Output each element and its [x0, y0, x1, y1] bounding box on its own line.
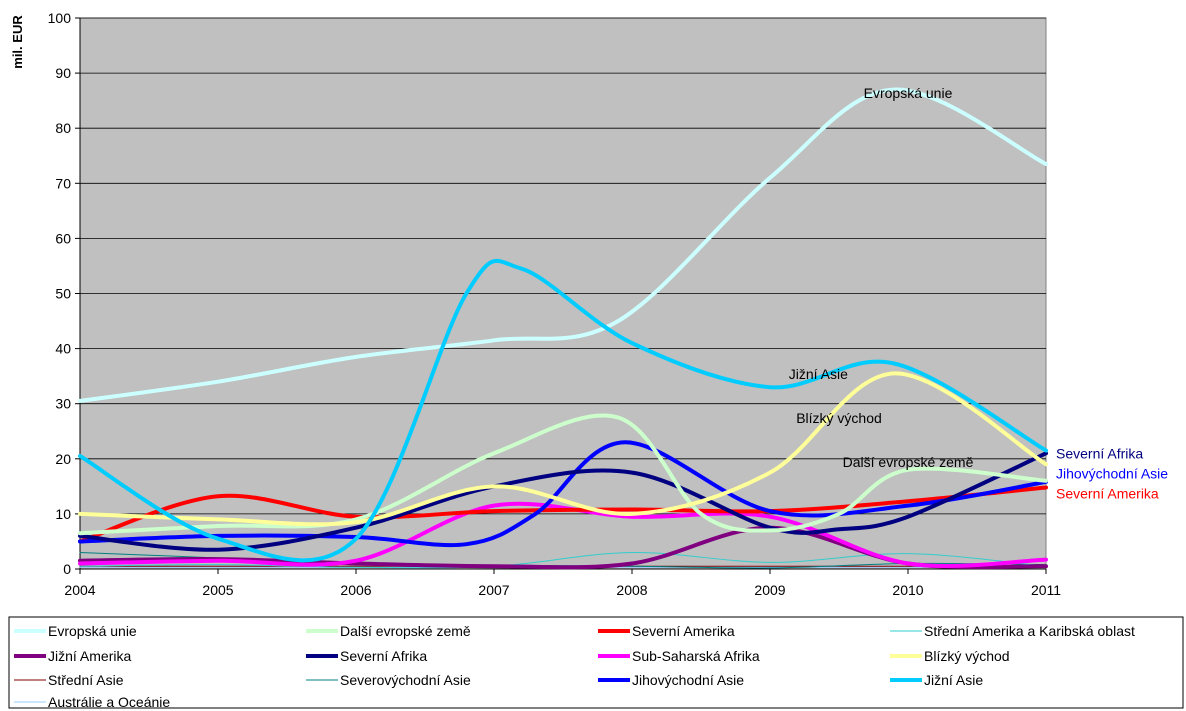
series-line-severni-amerika [78, 485, 1048, 544]
y-tick-label: 90 [55, 65, 71, 81]
x-tick-label: 2008 [616, 582, 647, 598]
legend-item: Severní Amerika [598, 623, 735, 639]
series-line-sub-saharska-afrika [78, 501, 1048, 569]
gridlines [80, 17, 1046, 515]
legend-item: Severovýchodní Asie [306, 672, 471, 688]
legend-item: Sub-Saharská Afrika [598, 648, 760, 664]
legend-item: Evropská unie [14, 623, 137, 639]
y-tick-label: 50 [55, 286, 71, 302]
y-tick-label: 40 [55, 341, 71, 357]
legend-label: Blízký východ [924, 648, 1010, 664]
x-tick-label: 2009 [754, 582, 785, 598]
series-line-jihovychodni-asie [78, 440, 1048, 548]
legend-label: Severovýchodní Asie [340, 672, 471, 688]
series-line-dalsi-evropske-zeme [78, 413, 1048, 536]
series-line-blizky-vychod [78, 371, 1048, 527]
x-tick-label: 2005 [202, 582, 233, 598]
data-annotation: Jižní Asie [789, 366, 848, 382]
series-line-severni-afrika [78, 451, 1048, 552]
y-tick-label: 0 [63, 561, 71, 577]
legend-label: Jižní Asie [924, 672, 983, 688]
legend-label: Severní Afrika [340, 648, 427, 664]
legend-item: Jihovýchodní Asie [598, 672, 744, 688]
legend-label: Další evropské země [340, 623, 471, 639]
legend-label: Evropská unie [48, 623, 137, 639]
data-annotation: Další evropské země [843, 454, 974, 470]
y-axis-title: mil. EUR [10, 15, 25, 69]
end-label: Jihovýchodní Asie [1056, 466, 1168, 482]
legend: Evropská unie Další evropské země Severní … [14, 623, 1135, 710]
end-label: Severní Amerika [1056, 486, 1159, 502]
axes: 0 10 20 30 40 50 60 70 80 90 100 2004 2005 2006 2007 20… [48, 10, 1062, 598]
data-annotations: Evropská unie Jižní Asie Blízký východ Dalš… [789, 85, 1169, 502]
legend-label: Sub-Saharská Afrika [632, 648, 760, 664]
legend-item: Blízký východ [890, 648, 1010, 664]
legend-item: Střední Amerika a Karibská oblast [890, 623, 1135, 639]
legend-label: Jižní Amerika [48, 648, 131, 664]
data-annotation: Blízký východ [796, 410, 882, 426]
y-tick-label: 80 [55, 120, 71, 136]
y-tick-label: 100 [48, 10, 72, 26]
end-label: Severní Afrika [1056, 445, 1143, 461]
legend-item: Austrálie a Oceánie [14, 694, 170, 710]
series-line-evropska-unie [78, 87, 1048, 403]
series-line-jizni-asie [78, 258, 1048, 563]
x-tick-label: 2011 [1031, 582, 1061, 598]
legend-item: Jižní Asie [890, 672, 983, 688]
legend-item: Střední Asie [14, 672, 124, 688]
legend-label: Austrálie a Oceánie [48, 694, 170, 710]
x-tick-label: 2006 [340, 582, 371, 598]
legend-item: Severní Afrika [306, 648, 427, 664]
y-tick-label: 70 [55, 175, 71, 191]
x-tick-label: 2010 [892, 582, 923, 598]
y-tick-label: 10 [55, 506, 71, 522]
legend-label: Severní Amerika [632, 623, 735, 639]
legend-label: Střední Asie [48, 672, 124, 688]
legend-box [8, 616, 1184, 709]
legend-label: Jihovýchodní Asie [632, 672, 744, 688]
data-annotation: Evropská unie [864, 85, 953, 101]
legend-label: Střední Amerika a Karibská oblast [924, 623, 1135, 639]
series-line-stredni-amerika-a-karibska-oblast [79, 551, 1047, 569]
x-tick-label: 2007 [478, 582, 509, 598]
y-tick-label: 30 [55, 396, 71, 412]
x-tick-label: 2004 [64, 582, 95, 598]
legend-item: Jižní Amerika [14, 648, 131, 664]
y-tick-label: 60 [55, 230, 71, 246]
series-lines [78, 87, 1048, 570]
y-tick-label: 20 [55, 451, 71, 467]
legend-item: Další evropské země [306, 623, 471, 639]
